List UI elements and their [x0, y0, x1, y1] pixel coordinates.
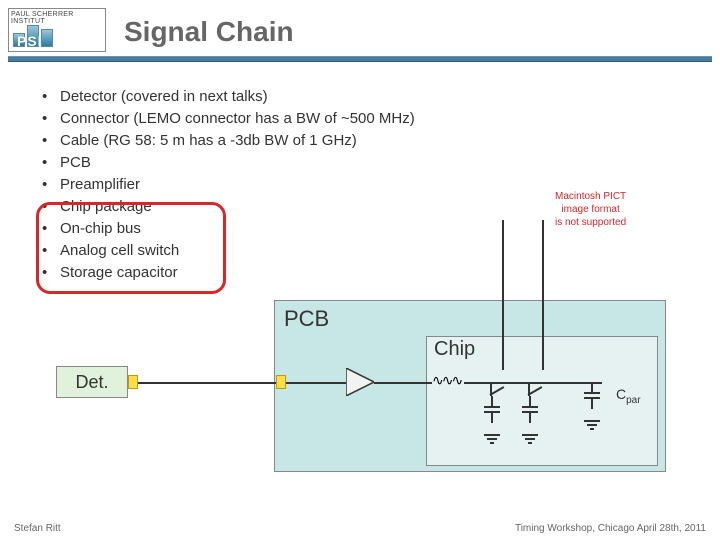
logo-topline: PAUL SCHERRER INSTITUT: [11, 11, 74, 25]
leader-line: [502, 220, 504, 370]
bullet-item: Storage capacitor: [42, 264, 720, 281]
footer-event: Timing Workshop, Chicago April 28th, 201…: [515, 523, 706, 534]
cap-lead: [491, 396, 493, 406]
cap-lead: [591, 382, 593, 392]
cap-lead: [491, 413, 493, 423]
bullet-item: Analog cell switch: [42, 242, 720, 259]
signal-chain-diagram: PCB Chip Det. ∿∿∿ Cpar: [72, 310, 662, 500]
cap-lead: [529, 396, 531, 406]
bond-wire-icon: ∿∿∿: [432, 372, 461, 389]
header: PAUL SCHERRER INSTITUT PSI Signal Chain: [0, 0, 720, 52]
detector-label: Det.: [75, 372, 108, 393]
cap-plate: [584, 392, 600, 394]
cap-plate: [522, 406, 538, 408]
lemo-connector: [276, 375, 286, 389]
bus-wire: [464, 382, 602, 384]
cap-lead: [529, 413, 531, 423]
gnd-bar: [484, 434, 500, 436]
bullet-list: Detector (covered in next talks) Connect…: [42, 88, 720, 281]
gnd-bar: [587, 424, 597, 426]
footer-author: Stefan Ritt: [14, 523, 61, 534]
detector-box: Det.: [56, 366, 128, 398]
gnd-bar: [584, 420, 600, 422]
gnd-bar: [590, 428, 594, 430]
chip-label: Chip: [434, 338, 475, 361]
pcb-wire: [286, 382, 346, 384]
gnd-bar: [525, 438, 535, 440]
psi-logo: PAUL SCHERRER INSTITUT PSI: [8, 8, 106, 52]
cap-plate: [484, 406, 500, 408]
leader-line: [542, 220, 544, 370]
header-rule: [8, 56, 712, 62]
cap-lead: [591, 399, 593, 409]
lemo-connector: [128, 375, 138, 389]
bullet-item: PCB: [42, 154, 720, 171]
post-amp-wire: [374, 382, 432, 384]
logo-text: PSI: [17, 33, 43, 49]
gnd-bar: [487, 438, 497, 440]
cpar-label: Cpar: [616, 386, 641, 406]
bullet-item: Detector (covered in next talks): [42, 88, 720, 105]
preamp-icon: [346, 368, 374, 396]
pcb-label: PCB: [284, 306, 329, 332]
gnd-bar: [522, 434, 538, 436]
bullet-item: Cable (RG 58: 5 m has a -3db BW of 1 GHz…: [42, 132, 720, 149]
pict-error-text: Macintosh PICT image format is not suppo…: [555, 190, 626, 229]
gnd-bar: [528, 442, 532, 444]
cable-wire: [128, 382, 286, 384]
gnd-bar: [490, 442, 494, 444]
bullet-item: Connector (LEMO connector has a BW of ~5…: [42, 110, 720, 127]
page-title: Signal Chain: [124, 16, 294, 52]
